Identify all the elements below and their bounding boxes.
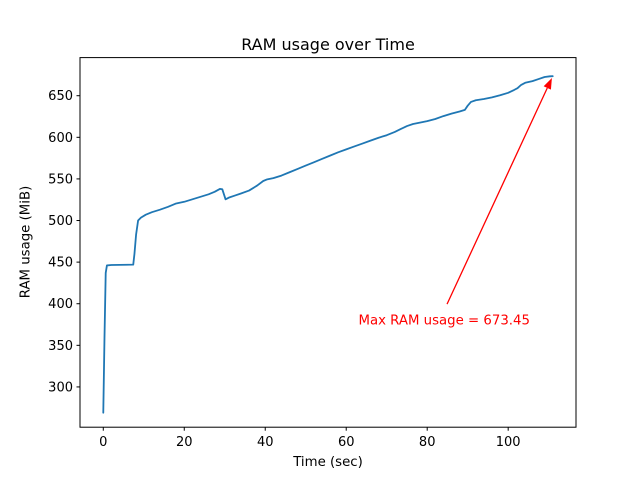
y-tick-label: 650 bbox=[48, 89, 73, 104]
x-tick-label: 60 bbox=[338, 435, 355, 450]
annotation-arrowhead bbox=[543, 77, 552, 90]
y-tick-label: 550 bbox=[48, 172, 73, 187]
y-tick-label: 400 bbox=[48, 297, 73, 312]
y-tick-label: 300 bbox=[48, 380, 73, 395]
annotation-arrow bbox=[446, 87, 548, 305]
y-tick-label: 450 bbox=[48, 256, 73, 271]
x-tick-label: 100 bbox=[496, 435, 521, 450]
x-tick-label: 40 bbox=[257, 435, 274, 450]
plot-spines bbox=[79, 57, 577, 428]
y-axis-label: RAM usage (MiB) bbox=[18, 185, 34, 299]
y-tick-label: 500 bbox=[48, 214, 73, 229]
max-ram-annotation: Max RAM usage = 673.45 bbox=[358, 313, 530, 329]
x-tick-label: 80 bbox=[419, 435, 436, 450]
y-tick-label: 600 bbox=[48, 131, 73, 146]
data-line bbox=[102, 75, 554, 414]
x-axis-label: Time (sec) bbox=[293, 455, 363, 470]
x-tick-label: 0 bbox=[99, 435, 107, 450]
x-tick-label: 20 bbox=[176, 435, 193, 450]
chart-title: RAM usage over Time bbox=[241, 35, 415, 54]
y-tick-label: 350 bbox=[48, 339, 73, 354]
